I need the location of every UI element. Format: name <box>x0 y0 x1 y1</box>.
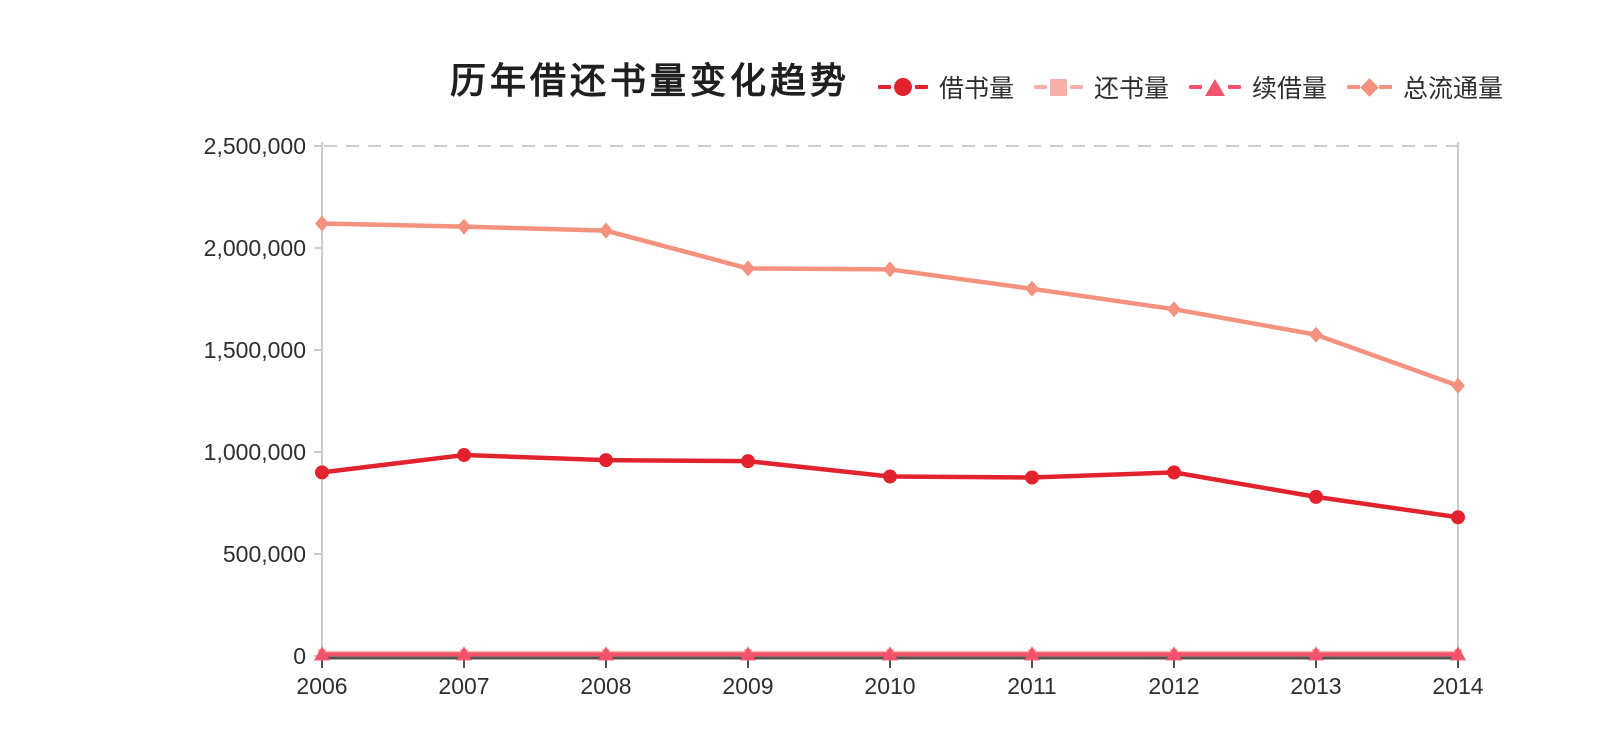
legend-dash <box>1189 85 1203 89</box>
series-borrow-marker <box>883 469 897 484</box>
legend-dash <box>915 85 928 89</box>
series-renew-marker <box>1450 646 1466 661</box>
triangle-icon <box>1205 78 1226 96</box>
series-renew-marker <box>1024 646 1040 661</box>
series-total-marker <box>1025 280 1039 297</box>
series-total-marker <box>741 260 755 277</box>
series-borrow-marker <box>1451 510 1465 525</box>
series-borrow-marker <box>1167 465 1181 480</box>
series-total-marker <box>1167 301 1181 318</box>
x-tick-label: 2013 <box>1290 673 1341 699</box>
x-tick-label: 2008 <box>580 673 631 699</box>
x-tick-label: 2007 <box>438 673 489 699</box>
series-renew-marker <box>314 646 330 661</box>
square-icon <box>1050 78 1068 96</box>
legend-dash <box>878 85 891 89</box>
y-tick-label: 2,000,000 <box>204 235 306 261</box>
circle-icon <box>894 78 912 96</box>
chart-title: 历年借还书量变化趋势 <box>449 60 851 101</box>
legend-item-renew[interactable]: 续借量 <box>1189 69 1327 105</box>
series-total-marker <box>457 218 471 235</box>
series-renew-marker <box>740 646 756 661</box>
series-borrow-marker <box>599 453 613 468</box>
series-renew-marker <box>598 646 614 661</box>
legend-item-return[interactable]: 还书量 <box>1034 69 1169 105</box>
x-tick-label: 2011 <box>1007 673 1056 699</box>
legend-item-borrow[interactable]: 借书量 <box>878 69 1014 105</box>
series-borrow-marker <box>1309 489 1323 504</box>
chart-legend: 借书量 还书量 续借量 总流通量 <box>878 68 1503 106</box>
series-renew-marker <box>882 646 898 661</box>
x-tick-label: 2014 <box>1432 673 1483 699</box>
series-borrow-marker <box>741 454 755 469</box>
legend-item-total[interactable]: 总流通量 <box>1347 69 1503 105</box>
y-tick-label: 0 <box>293 643 306 669</box>
x-tick-label: 2006 <box>296 673 347 699</box>
legend-label: 还书量 <box>1094 75 1170 103</box>
series-total-marker <box>599 222 613 239</box>
legend-dash <box>1034 85 1048 89</box>
series-total-marker <box>883 261 897 278</box>
x-tick-label: 2009 <box>722 673 773 699</box>
series-total-marker <box>315 215 329 232</box>
series-total-marker <box>1309 326 1323 343</box>
series-renew-marker <box>1166 646 1182 661</box>
x-tick-label: 2012 <box>1148 673 1199 699</box>
y-tick-label: 2,500,000 <box>204 133 306 159</box>
x-tick-label: 2010 <box>864 673 915 699</box>
legend-dash <box>1228 85 1242 89</box>
legend-label: 借书量 <box>939 75 1015 103</box>
legend-label: 总流通量 <box>1403 75 1504 103</box>
series-borrow-marker <box>315 465 329 480</box>
legend-label: 续借量 <box>1252 75 1328 103</box>
series-total-line <box>321 221 1459 388</box>
series-borrow-marker <box>457 448 471 463</box>
y-tick-label: 1,500,000 <box>204 337 306 363</box>
series-borrow-line <box>321 452 1459 520</box>
y-tick-label: 500,000 <box>223 541 306 567</box>
series-borrow-marker <box>1025 470 1039 485</box>
legend-dash <box>1347 85 1361 89</box>
series-total-marker <box>1451 377 1465 394</box>
legend-dash <box>1379 85 1393 89</box>
series-renew-marker <box>456 646 472 661</box>
y-tick-label: 1,000,000 <box>204 439 306 465</box>
legend-dash <box>1070 85 1084 89</box>
series-renew-marker <box>1308 646 1324 661</box>
